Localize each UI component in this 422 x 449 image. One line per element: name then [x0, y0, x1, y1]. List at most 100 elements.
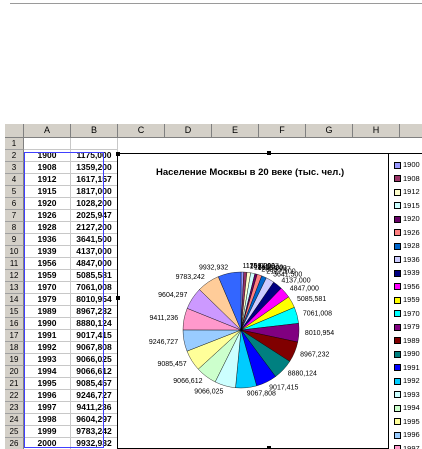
- legend-item-1990[interactable]: 1990: [394, 349, 420, 359]
- column-header-b[interactable]: B: [71, 124, 118, 138]
- row-header[interactable]: 23: [5, 402, 24, 414]
- row-header[interactable]: 25: [5, 426, 24, 438]
- row-header[interactable]: 21: [5, 378, 24, 390]
- cell-population[interactable]: 2127,200: [71, 222, 118, 234]
- legend-item-1995[interactable]: 1995: [394, 417, 420, 427]
- legend-item-1928[interactable]: 1928: [394, 241, 420, 251]
- column-header-f[interactable]: F: [259, 124, 306, 138]
- cell-population[interactable]: 9246,727: [71, 390, 118, 402]
- legend-item-1915[interactable]: 1915: [394, 201, 420, 211]
- cell-year[interactable]: 1956: [24, 258, 71, 270]
- legend-item-1996[interactable]: 1996: [394, 430, 420, 440]
- cell-population[interactable]: 9783,242: [71, 426, 118, 438]
- cell-year[interactable]: 1997: [24, 402, 71, 414]
- cell-population[interactable]: 9604,297: [71, 414, 118, 426]
- cell-population[interactable]: 1617,157: [71, 174, 118, 186]
- row-header[interactable]: 5: [5, 186, 24, 198]
- row-header[interactable]: 13: [5, 282, 24, 294]
- cell-year[interactable]: 1995: [24, 378, 71, 390]
- legend-item-1936[interactable]: 1936: [394, 255, 420, 265]
- legend-item-1959[interactable]: 1959: [394, 295, 420, 305]
- cell-year[interactable]: 1915: [24, 186, 71, 198]
- cell-year[interactable]: 1912: [24, 174, 71, 186]
- chart-handle-ml[interactable]: [116, 296, 120, 300]
- cell-population[interactable]: 1817,000: [71, 186, 118, 198]
- row-header[interactable]: 6: [5, 198, 24, 210]
- cell-population[interactable]: 8880,124: [71, 318, 118, 330]
- cell-population[interactable]: 9085,457: [71, 378, 118, 390]
- legend-item-1926[interactable]: 1926: [394, 228, 420, 238]
- cell-year[interactable]: 1991: [24, 330, 71, 342]
- column-header-d[interactable]: D: [165, 124, 212, 138]
- cell-year[interactable]: 1908: [24, 162, 71, 174]
- legend-item-1979[interactable]: 1979: [394, 322, 420, 332]
- cell-year[interactable]: 1990: [24, 318, 71, 330]
- cell-population[interactable]: 8010,954: [71, 294, 118, 306]
- row-header[interactable]: 16: [5, 318, 24, 330]
- cell-population[interactable]: 1028,200: [71, 198, 118, 210]
- legend-item-1912[interactable]: 1912: [394, 187, 420, 197]
- pie-chart[interactable]: Население Москвы в 20 веке (тыс. чел.) 1…: [117, 153, 422, 449]
- cell-year[interactable]: 1979: [24, 294, 71, 306]
- cell-year[interactable]: 1970: [24, 282, 71, 294]
- legend-item-1956[interactable]: 1956: [394, 282, 420, 292]
- cell-population[interactable]: 9017,415: [71, 330, 118, 342]
- cell-year[interactable]: 1993: [24, 354, 71, 366]
- legend-item-1994[interactable]: 1994: [394, 403, 420, 413]
- cell-year[interactable]: 1900: [24, 150, 71, 162]
- row-header[interactable]: 12: [5, 270, 24, 282]
- cell-population[interactable]: 4137,000: [71, 246, 118, 258]
- column-header-c[interactable]: C: [118, 124, 165, 138]
- cell-population[interactable]: 2025,947: [71, 210, 118, 222]
- cell-year[interactable]: [24, 138, 71, 150]
- cell-population[interactable]: 7061,008: [71, 282, 118, 294]
- row-header[interactable]: 2: [5, 150, 24, 162]
- cell-year[interactable]: 1939: [24, 246, 71, 258]
- row-header[interactable]: 4: [5, 174, 24, 186]
- select-all-corner[interactable]: [5, 124, 24, 138]
- legend-item-1939[interactable]: 1939: [394, 268, 420, 278]
- row-header[interactable]: 26: [5, 438, 24, 449]
- cell-population[interactable]: 9411,236: [71, 402, 118, 414]
- chart-handle-bm[interactable]: [267, 446, 271, 449]
- row-header[interactable]: 24: [5, 414, 24, 426]
- column-header-i[interactable]: I: [400, 124, 422, 138]
- cell-year[interactable]: 1926: [24, 210, 71, 222]
- cell-population[interactable]: 5085,581: [71, 270, 118, 282]
- cell-population[interactable]: 1175,000: [71, 150, 118, 162]
- cell-year[interactable]: 1989: [24, 306, 71, 318]
- row-header[interactable]: 15: [5, 306, 24, 318]
- cell-population[interactable]: 3641,500: [71, 234, 118, 246]
- row-header[interactable]: 11: [5, 258, 24, 270]
- chart-legend[interactable]: 1900 1908 1912 1915 1920 1926 1928 1936 1939 1956…: [388, 154, 422, 449]
- legend-item-1993[interactable]: 1993: [394, 390, 420, 400]
- cell-year[interactable]: 1998: [24, 414, 71, 426]
- legend-item-1991[interactable]: 1991: [394, 363, 420, 373]
- row-header[interactable]: 8: [5, 222, 24, 234]
- row-header[interactable]: 19: [5, 354, 24, 366]
- cell-year[interactable]: 1959: [24, 270, 71, 282]
- legend-item-1989[interactable]: 1989: [394, 336, 420, 346]
- column-header-g[interactable]: G: [306, 124, 353, 138]
- cell-year[interactable]: 1996: [24, 390, 71, 402]
- column-header-h[interactable]: H: [353, 124, 400, 138]
- row-header[interactable]: 10: [5, 246, 24, 258]
- cell-year[interactable]: 1994: [24, 366, 71, 378]
- cell-year[interactable]: 1992: [24, 342, 71, 354]
- column-header-a[interactable]: A: [24, 124, 71, 138]
- cell-population[interactable]: 9932,932: [71, 438, 118, 449]
- column-header-e[interactable]: E: [212, 124, 259, 138]
- cell-year[interactable]: 1928: [24, 222, 71, 234]
- cell-year[interactable]: 1999: [24, 426, 71, 438]
- cell-year[interactable]: 2000: [24, 438, 71, 449]
- chart-handle-tl[interactable]: [116, 152, 120, 156]
- legend-item-1920[interactable]: 1920: [394, 214, 420, 224]
- row-header[interactable]: 9: [5, 234, 24, 246]
- legend-item-1992[interactable]: 1992: [394, 376, 420, 386]
- row-header[interactable]: 17: [5, 330, 24, 342]
- cell-population[interactable]: 4847,000: [71, 258, 118, 270]
- cell-year[interactable]: 1920: [24, 198, 71, 210]
- row-header[interactable]: 18: [5, 342, 24, 354]
- pie-slice-2000[interactable]: [218, 271, 242, 331]
- row-header[interactable]: 3: [5, 162, 24, 174]
